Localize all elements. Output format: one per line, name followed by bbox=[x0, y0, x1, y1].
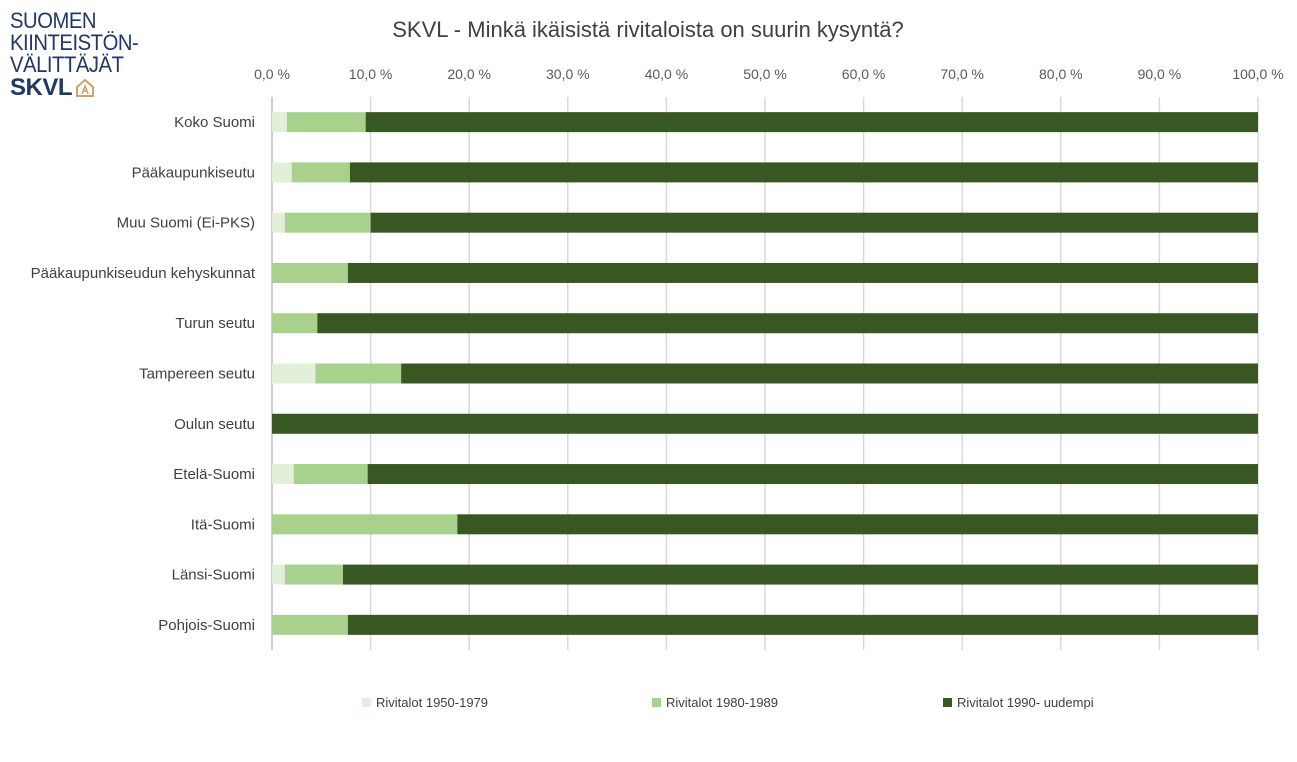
bar-segment-series-3 bbox=[367, 464, 1259, 485]
category-label: Itä-Suomi bbox=[191, 516, 255, 533]
category-label: Oulun seutu bbox=[174, 416, 255, 433]
x-tick-label: 80,0 % bbox=[1039, 66, 1083, 82]
bar-segment-series-3 bbox=[317, 313, 1259, 334]
bars bbox=[272, 112, 1259, 635]
category-label: Etelä-Suomi bbox=[173, 466, 255, 483]
bar-segment-series-3 bbox=[347, 262, 1258, 283]
logo-text-line-3: VÄLITTÄJÄT bbox=[10, 52, 124, 77]
logo-brand: SKVL bbox=[10, 76, 180, 100]
legend-label: Rivitalot 1990- uudempi bbox=[957, 695, 1094, 710]
bar-segment-series-1 bbox=[272, 112, 287, 133]
category-label: Turun seutu bbox=[176, 315, 256, 332]
category-label: Pääkaupunkiseutu bbox=[132, 164, 255, 181]
bar-segment-series-1 bbox=[272, 212, 285, 233]
bar-segment-series-1 bbox=[272, 564, 285, 585]
x-tick-label: 10,0 % bbox=[349, 66, 393, 82]
bar-segment-series-2 bbox=[284, 564, 343, 585]
legend-label: Rivitalot 1950-1979 bbox=[376, 695, 488, 710]
category-label: Pohjois-Suomi bbox=[158, 617, 255, 634]
x-tick-label: 50,0 % bbox=[743, 66, 787, 82]
logo-text-line-2: KIINTEISTÖN- bbox=[10, 30, 139, 55]
legend-swatch bbox=[943, 698, 952, 707]
bar-segment-series-1 bbox=[272, 162, 292, 183]
bar-segment-series-2 bbox=[272, 262, 348, 283]
bar-segment-series-1 bbox=[272, 363, 316, 384]
x-tick-label: 100,0 % bbox=[1232, 66, 1283, 82]
bar-segment-series-3 bbox=[347, 614, 1258, 635]
x-axis-tick-labels: 0,0 % 10,0 % 20,0 % 30,0 % 40,0 % 50,0 % 60,0 … bbox=[254, 66, 1284, 82]
bar-segment-series-2 bbox=[315, 363, 402, 384]
bar-segment-series-3 bbox=[370, 212, 1259, 233]
bar-segment-series-3 bbox=[457, 514, 1258, 535]
category-label: Pääkaupunkiseudun kehyskunnat bbox=[31, 265, 256, 282]
bar-segment-series-2 bbox=[284, 212, 371, 233]
bar-segment-series-2 bbox=[272, 614, 348, 635]
bar-segment-series-3 bbox=[365, 112, 1258, 133]
bar-segment-series-3 bbox=[342, 564, 1258, 585]
bar-segment-series-3 bbox=[349, 162, 1258, 183]
legend-label: Rivitalot 1980-1989 bbox=[666, 695, 778, 710]
bar-segment-series-1 bbox=[272, 464, 294, 485]
logo-brand-text: SKVL bbox=[10, 74, 73, 101]
bar-segment-series-3 bbox=[272, 413, 1258, 434]
x-tick-label: 0,0 % bbox=[254, 66, 290, 82]
legend-swatch bbox=[362, 698, 371, 707]
category-label: Länsi-Suomi bbox=[172, 567, 255, 584]
y-axis-category-labels: Koko Suomi Pääkaupunkiseutu Muu Suomi (Ei-… bbox=[31, 114, 256, 634]
x-tick-label: 20,0 % bbox=[447, 66, 491, 82]
category-label: Tampereen seutu bbox=[139, 366, 255, 383]
logo-text-line-1: SUOMEN bbox=[10, 8, 97, 33]
x-tick-label: 60,0 % bbox=[842, 66, 886, 82]
legend: Rivitalot 1950-1979 Rivitalot 1980-1989 Ri… bbox=[362, 695, 1094, 710]
bar-segment-series-2 bbox=[272, 514, 458, 535]
x-tick-label: 90,0 % bbox=[1138, 66, 1182, 82]
bar-segment-series-3 bbox=[401, 363, 1258, 384]
x-tick-label: 30,0 % bbox=[546, 66, 590, 82]
house-icon bbox=[76, 78, 95, 97]
x-tick-label: 40,0 % bbox=[645, 66, 689, 82]
category-label: Muu Suomi (Ei-PKS) bbox=[117, 215, 255, 232]
chart-title: SKVL - Minkä ikäisistä rivitaloista on s… bbox=[392, 17, 904, 42]
legend-swatch bbox=[652, 698, 661, 707]
skvl-logo: SUOMEN KIINTEISTÖN- VÄLITTÄJÄT SKVL bbox=[10, 10, 180, 100]
bar-segment-series-2 bbox=[293, 464, 368, 485]
x-tick-label: 70,0 % bbox=[940, 66, 984, 82]
category-label: Koko Suomi bbox=[174, 114, 255, 131]
bar-segment-series-2 bbox=[291, 162, 350, 183]
bar-segment-series-2 bbox=[286, 112, 366, 133]
bar-segment-series-2 bbox=[272, 313, 318, 334]
